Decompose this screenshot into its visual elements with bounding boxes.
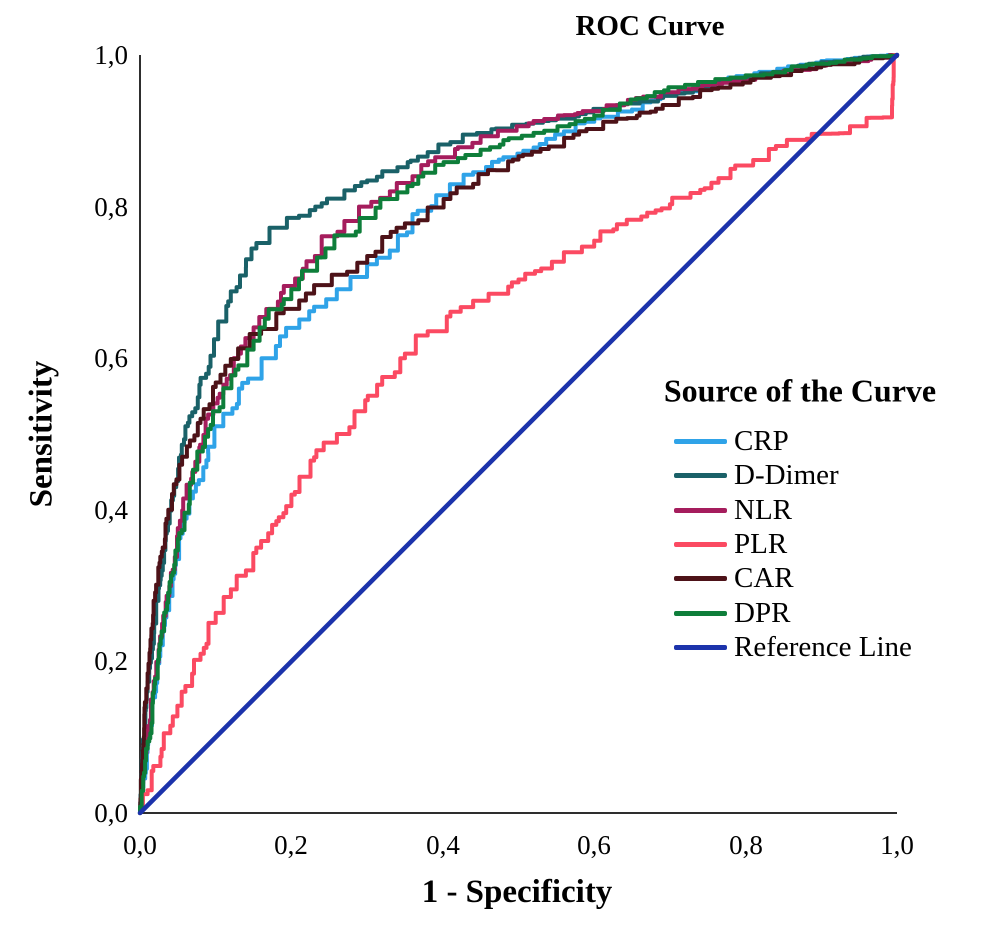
roc-curve-plr — [138, 53, 899, 815]
legend-label-nlr: NLR — [734, 494, 792, 526]
chart-title: ROC Curve — [575, 10, 725, 42]
roc-curve-reference-line — [137, 52, 900, 816]
legend-item-reference-line: Reference Line — [674, 630, 912, 664]
legend-swatch-car — [674, 575, 727, 581]
legend-label-d-dimer: D-Dimer — [734, 459, 839, 491]
y-tick-label-0_2: 0,2 — [94, 646, 128, 676]
x-tick-label-0_2: 0,2 — [274, 830, 308, 860]
legend-label-crp: CRP — [734, 425, 789, 457]
legend-swatch-d-dimer — [674, 472, 727, 478]
legend-swatch-reference-line — [674, 644, 727, 650]
legend-swatch-plr — [674, 541, 727, 547]
legend-label-reference-line: Reference Line — [734, 631, 912, 663]
x-tick-label-0_4: 0,4 — [426, 830, 460, 860]
legend-label-dpr: DPR — [734, 597, 791, 629]
roc-curve-car — [138, 53, 899, 815]
y-tick-label-0_0: 0,0 — [94, 798, 128, 828]
x-tick-label-0_6: 0,6 — [577, 830, 611, 860]
legend-label-plr: PLR — [734, 528, 788, 560]
legend-item-plr: PLR — [674, 527, 787, 561]
x-tick-label-1_0: 1,0 — [880, 830, 914, 860]
legend-label-car: CAR — [734, 562, 794, 594]
legend-swatch-crp — [674, 438, 727, 444]
legend-item-nlr: NLR — [674, 493, 792, 527]
legend-item-car: CAR — [674, 561, 794, 595]
y-tick-label-0_6: 0,6 — [94, 343, 128, 373]
x-tick-label-0_0: 0,0 — [123, 830, 157, 860]
y-axis-title: Sensitivity — [23, 360, 60, 508]
legend-swatch-nlr — [674, 507, 727, 513]
legend-title: Source of the Curve — [663, 372, 937, 409]
y-tick-label-0_8: 0,8 — [94, 192, 128, 222]
x-tick-label-0_8: 0,8 — [729, 830, 763, 860]
legend-swatch-dpr — [674, 610, 727, 616]
y-tick-label-1_0: 1,0 — [94, 40, 128, 70]
y-tick-label-0_4: 0,4 — [94, 495, 128, 525]
x-axis-title: 1 - Specificity — [421, 874, 613, 910]
legend-item-d-dimer: D-Dimer — [674, 458, 839, 492]
roc-curve-dpr — [138, 53, 899, 815]
legend-item-dpr: DPR — [674, 596, 790, 630]
legend-item-crp: CRP — [674, 424, 789, 458]
